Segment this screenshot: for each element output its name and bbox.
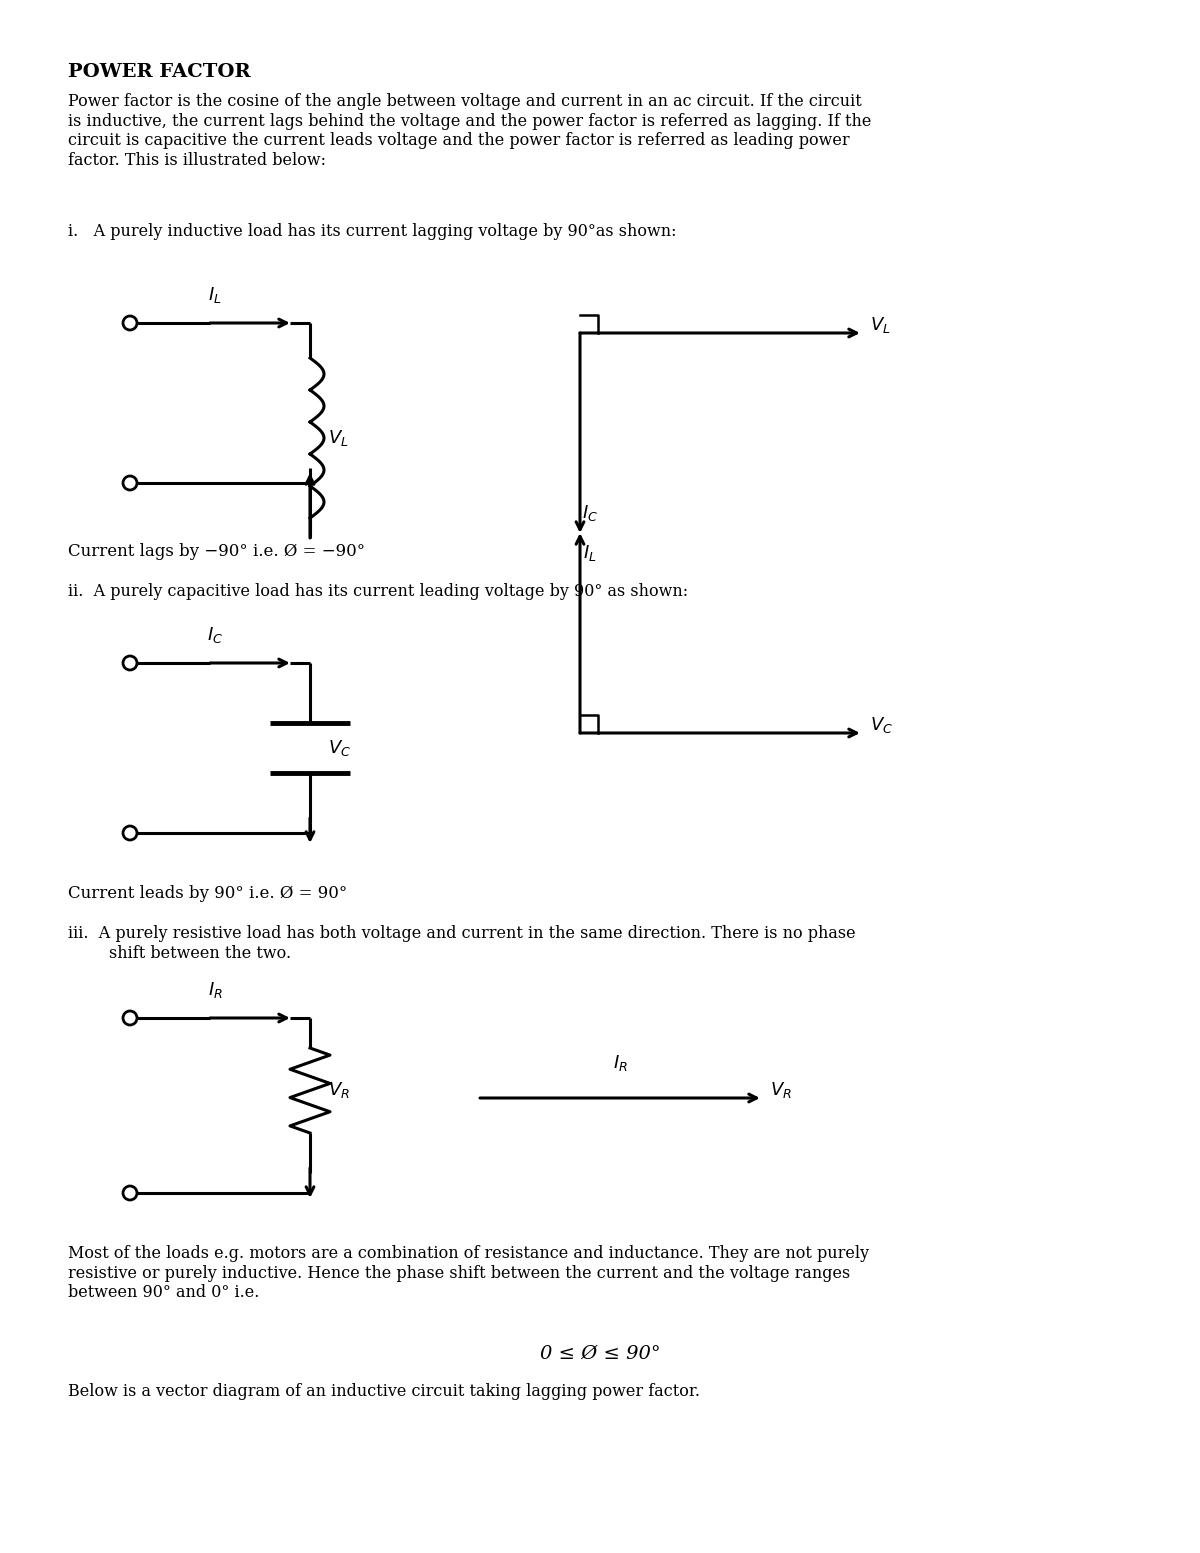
Text: Below is a vector diagram of an inductive circuit taking lagging power factor.: Below is a vector diagram of an inductiv…: [68, 1384, 700, 1399]
Text: $V_L$: $V_L$: [870, 315, 890, 335]
Text: $I_R$: $I_R$: [208, 980, 222, 1000]
Text: $I_L$: $I_L$: [209, 286, 222, 304]
Text: i.   A purely inductive load has its current lagging voltage by 90°as shown:: i. A purely inductive load has its curre…: [68, 224, 677, 241]
Text: $I_L$: $I_L$: [583, 544, 596, 564]
Text: ii.  A purely capacitive load has its current leading voltage by 90° as shown:: ii. A purely capacitive load has its cur…: [68, 582, 688, 599]
Text: POWER FACTOR: POWER FACTOR: [68, 64, 251, 81]
Text: $I_R$: $I_R$: [612, 1053, 628, 1073]
Text: $V_R$: $V_R$: [328, 1081, 350, 1101]
Text: $V_L$: $V_L$: [328, 429, 348, 447]
Text: $V_C$: $V_C$: [870, 714, 893, 735]
Text: Most of the loads e.g. motors are a combination of resistance and inductance. Th: Most of the loads e.g. motors are a comb…: [68, 1246, 869, 1301]
Text: Current leads by 90° i.e. Ø = 90°: Current leads by 90° i.e. Ø = 90°: [68, 885, 347, 902]
Text: $I_C$: $I_C$: [206, 624, 223, 644]
Text: $V_R$: $V_R$: [770, 1079, 792, 1100]
Text: $I_C$: $I_C$: [582, 503, 598, 523]
Text: Power factor is the cosine of the angle between voltage and current in an ac cir: Power factor is the cosine of the angle …: [68, 93, 871, 169]
Text: Current lags by −90° i.e. Ø = −90°: Current lags by −90° i.e. Ø = −90°: [68, 544, 365, 561]
Text: 0 ≤ Ø ≤ 90°: 0 ≤ Ø ≤ 90°: [540, 1345, 660, 1364]
Text: iii.  A purely resistive load has both voltage and current in the same direction: iii. A purely resistive load has both vo…: [68, 926, 856, 961]
Text: $V_C$: $V_C$: [328, 738, 352, 758]
